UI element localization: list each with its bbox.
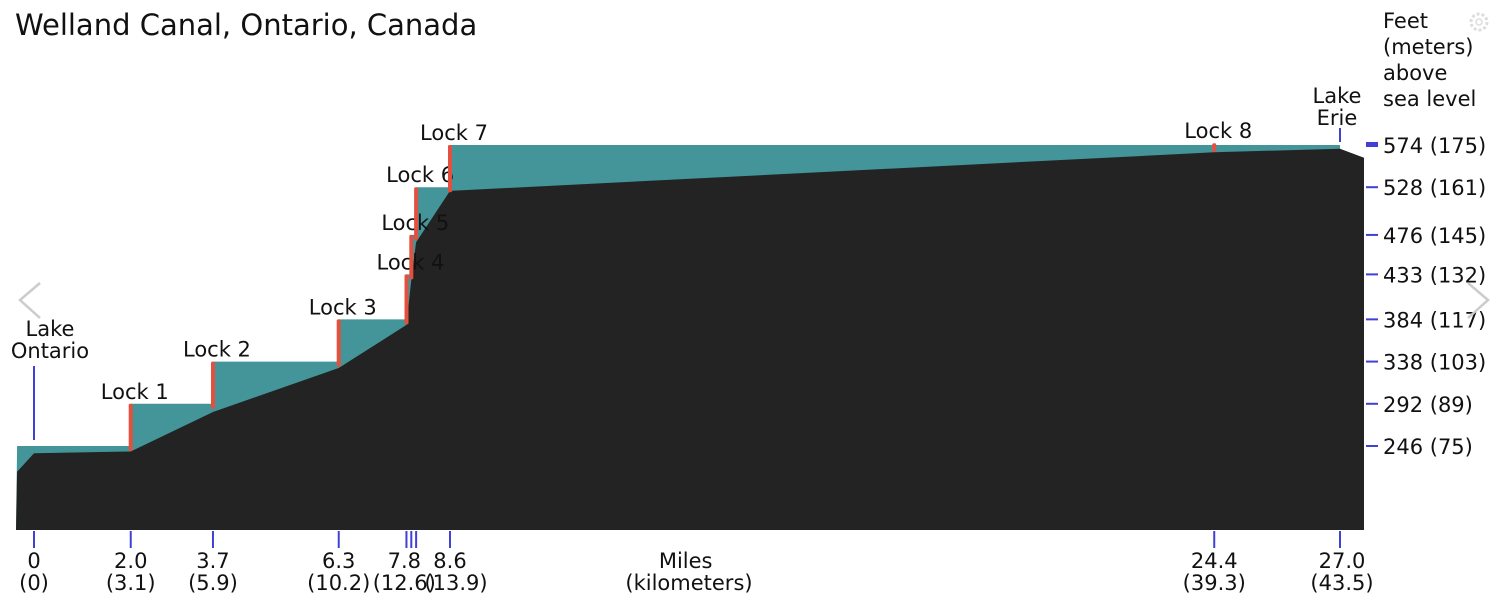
x-tick-sublabel: (5.9) [188,571,238,595]
lock-label: Lock 2 [183,338,251,362]
x-tick-label: 2.0 [114,549,147,573]
y-tick-label: 528 (161) [1383,176,1486,200]
lock-gate [448,145,452,193]
x-tick-sublabel: (39.3) [1183,571,1246,595]
sea-level-marker [1366,142,1378,147]
x-tick-label: 0 [27,549,40,573]
x-tick-label: 8.6 [433,549,466,573]
x-tick-sublabel: (10.2) [307,571,370,595]
y-tick-label: 574 (175) [1383,134,1486,158]
lock-gate [211,361,215,409]
lock-label: Lock 3 [309,295,377,319]
chevron-left-icon[interactable] [18,282,41,319]
settings-gear-icon[interactable] [1469,12,1489,32]
y-unit-line: above [1383,61,1447,85]
x-axis-unit-label: Miles (kilometers) [625,549,752,595]
y-unit-line: sea level [1383,87,1476,111]
y-axis-unit-label: Feet (meters) above sea level [1383,9,1480,111]
y-unit-line: (meters) [1383,35,1474,59]
lock-label: Lock 6 [386,163,454,187]
x-tick-sublabel: (3.1) [106,571,156,595]
x-tick-label: 24.4 [1191,549,1238,573]
y-tick-label: 338 (103) [1383,351,1486,375]
lake-label: Lake [26,317,75,341]
lock-label: Lock 7 [420,121,488,145]
y-tick-label: 246 (75) [1383,435,1473,459]
lock-gate [409,234,414,280]
lock-gate [1212,143,1217,152]
chevron-right-icon[interactable] [1467,282,1490,319]
y-tick-label: 384 (117) [1383,308,1486,332]
y-tick-label: 476 (145) [1383,224,1486,248]
lake-label: Lake [1313,84,1362,108]
lock-gate [404,274,409,325]
lock-label: Lock 1 [101,380,169,404]
figure-title: Welland Canal, Ontario, Canada [15,8,477,42]
lock-label: Lock 8 [1184,119,1252,143]
x-tick-sublabel: (13.9) [424,571,487,595]
x-tick-label: 3.7 [196,549,229,573]
lock-gate [414,187,419,240]
x-tick-sublabel: (0) [19,571,49,595]
ground-area [16,148,1364,530]
x-tick-sublabel: (43.5) [1310,571,1373,595]
lock-gate [336,319,341,367]
y-tick-label: 292 (89) [1383,393,1473,417]
x-tick-label: 7.8 [388,549,421,573]
lock-gate [128,403,133,451]
x-tick-sublabel: (12.6) [373,571,436,595]
x-tick-label: 6.3 [322,549,355,573]
lake-label: Erie [1317,106,1358,130]
x-unit-line: (kilometers) [625,571,752,595]
x-unit-line: Miles [659,549,713,573]
y-unit-line: Feet [1383,9,1428,33]
lake-label: Ontario [11,339,89,363]
x-tick-label: 27.0 [1319,549,1366,573]
